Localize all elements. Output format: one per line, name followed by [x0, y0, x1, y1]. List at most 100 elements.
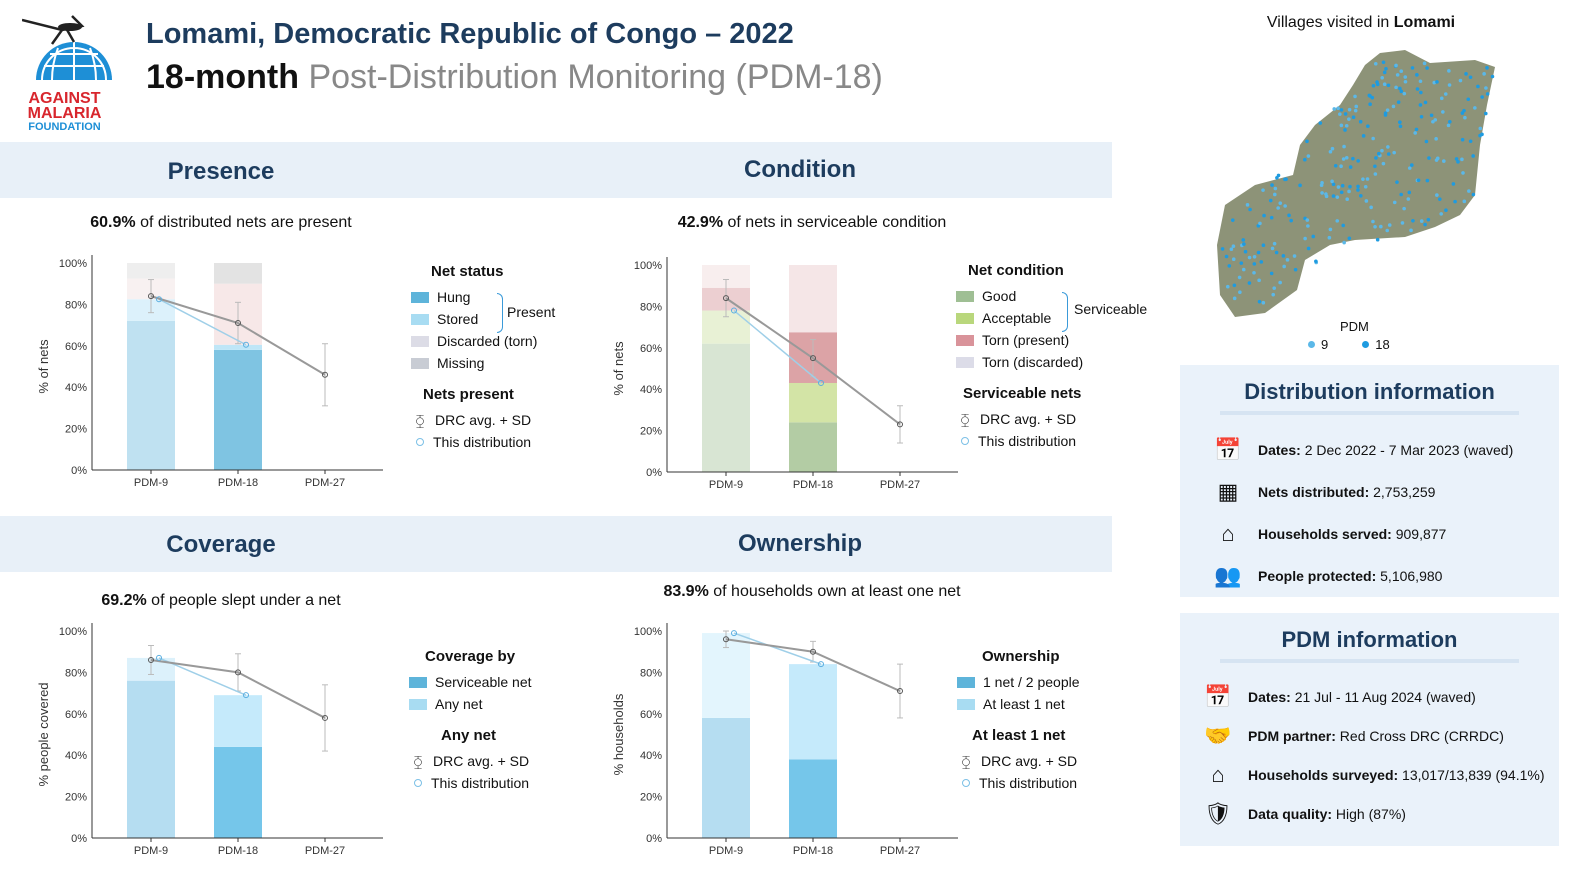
subtitle-bold: 18-month — [146, 58, 299, 96]
village-dot — [1482, 72, 1486, 76]
legend-item-torn-present: Torn (present) — [956, 329, 1083, 351]
village-dot — [1425, 66, 1429, 70]
village-dot — [1447, 83, 1452, 87]
legend-dist: This distribution — [433, 434, 532, 450]
calendar-icon: 📅 — [1204, 683, 1232, 709]
village-dot — [1471, 154, 1475, 158]
village-dot — [1339, 164, 1343, 169]
village-dot — [1261, 300, 1266, 305]
village-dot — [1274, 250, 1279, 255]
village-dot — [1380, 75, 1384, 80]
x-tick-label: PDM-27 — [305, 845, 345, 857]
x-tick-label: PDM-9 — [134, 477, 168, 489]
village-dot — [1456, 160, 1460, 164]
village-dot — [1258, 221, 1262, 226]
village-dot — [1418, 79, 1423, 84]
village-dot — [1327, 235, 1332, 240]
legend-avg: DRC avg. + SD — [981, 753, 1078, 769]
village-dot — [1305, 139, 1309, 144]
bar-segment-1-net-2-people — [789, 759, 837, 838]
village-dot — [1332, 107, 1337, 111]
village-dot — [1239, 261, 1244, 265]
village-dot — [1416, 178, 1421, 183]
village-dot — [1268, 198, 1273, 203]
village-dot — [1328, 227, 1333, 232]
bar-segment-torn-discarded- — [789, 265, 837, 333]
village-dot — [1358, 194, 1363, 198]
drc-avg-point — [322, 371, 328, 378]
village-dot — [1392, 200, 1397, 205]
legend-heading2: Serviceable nets — [963, 385, 1082, 402]
error-bar-icon: ⧲ — [413, 752, 423, 769]
drc-avg-line — [725, 638, 901, 692]
presence-chart: 0% 20% 40% 60% 80% 100% PDM-9 PDM-18 PDM-27 % of … — [36, 255, 383, 489]
village-dot — [1439, 96, 1444, 101]
village-dot — [1354, 104, 1359, 109]
y-tick-label: 40% — [640, 384, 662, 396]
village-dot — [1437, 197, 1442, 201]
bar-segment-good — [789, 422, 837, 472]
legend-item-any: Any net — [409, 693, 532, 715]
info-row-households: ⌂ Households served: 909,877 — [1180, 513, 1559, 555]
village-dot — [1434, 137, 1438, 141]
village-dot — [1391, 104, 1396, 109]
village-dot — [1283, 177, 1287, 182]
swatch — [411, 291, 429, 303]
x-tick-label: PDM-9 — [709, 845, 743, 857]
village-dot — [1351, 115, 1356, 120]
village-dot — [1424, 139, 1429, 144]
legend-item-serviceable: Serviceable net — [409, 671, 532, 693]
village-dot — [1338, 112, 1342, 116]
pdm-row-households: ⌂ Households surveyed: 13,017/13,839 (94.… — [1180, 755, 1559, 794]
village-dot — [1320, 181, 1324, 185]
logo-text-against: AGAINST — [28, 90, 101, 107]
legend-item-good: Good — [956, 285, 1083, 307]
village-dot — [1306, 154, 1311, 158]
village-dot — [1351, 156, 1355, 161]
map-legend-9: 9 — [1321, 337, 1329, 352]
village-dot — [1376, 151, 1381, 156]
village-dot — [1241, 267, 1246, 272]
village-dot — [1330, 179, 1334, 184]
top-section-band — [0, 142, 1112, 198]
bar-segment-serviceable-net — [127, 680, 175, 838]
village-dot — [1271, 292, 1276, 297]
village-dot — [1287, 213, 1291, 218]
condition-chart: 0% 20% 40% 60% 80% 100% PDM-9 PDM-18 PDM-27 % of … — [611, 257, 958, 491]
lomami-village-map[interactable] — [1205, 45, 1505, 330]
village-dot — [1454, 157, 1459, 161]
village-dot — [1415, 73, 1419, 77]
village-dot — [1490, 74, 1495, 79]
net-mosquito-icon: ▦ — [1217, 479, 1239, 504]
presence-stat: 60.9% of distributed nets are present — [90, 214, 352, 231]
village-dot — [1460, 111, 1465, 115]
village-dot — [1419, 90, 1423, 95]
swatch — [956, 356, 974, 368]
dot-icon — [1308, 341, 1315, 348]
village-dot — [1435, 80, 1439, 84]
swatch — [957, 698, 975, 710]
village-dot — [1441, 110, 1445, 114]
village-dot — [1406, 197, 1411, 201]
info-row-dates: 📅 Dates: 2 Dec 2022 - 7 Mar 2023 (waved) — [1180, 429, 1559, 471]
village-dot — [1306, 224, 1310, 228]
drc-avg-point — [322, 714, 328, 721]
village-dot — [1402, 206, 1406, 211]
error-bar-icon: ⧲ — [415, 411, 425, 428]
village-dot — [1418, 103, 1423, 107]
legend-dist: This distribution — [978, 433, 1077, 449]
village-dot — [1422, 61, 1427, 66]
village-dot — [1384, 66, 1388, 71]
x-tick-label: PDM-27 — [880, 845, 920, 857]
this-distribution-point — [156, 654, 162, 661]
y-tick-label: 40% — [640, 750, 662, 762]
legend-brace — [1062, 292, 1068, 332]
y-tick-label: 60% — [65, 341, 87, 353]
village-dot — [1484, 111, 1488, 116]
village-dot — [1285, 258, 1290, 262]
village-dot — [1371, 136, 1375, 141]
village-dot — [1471, 192, 1476, 197]
village-dot — [1257, 278, 1261, 283]
handshake-icon: 🤝 — [1204, 722, 1232, 748]
drc-avg-point — [897, 688, 903, 695]
